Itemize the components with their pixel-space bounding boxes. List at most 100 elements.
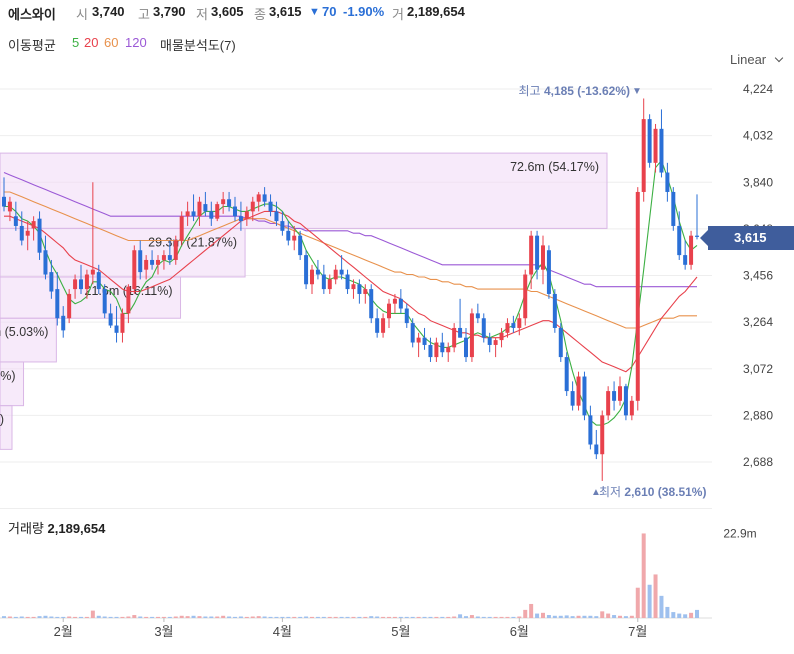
- moving-average-toggle[interactable]: 이동평균: [8, 38, 56, 53]
- x-tick-label: 2월: [54, 624, 73, 639]
- volume-bar: [452, 616, 457, 618]
- candle-body: [546, 250, 551, 294]
- volume-bar: [588, 615, 593, 618]
- low-label: 저: [196, 7, 208, 22]
- candle-body: [108, 313, 113, 326]
- candle-body: [126, 286, 131, 314]
- volume-bar: [37, 616, 42, 618]
- candle-body: [233, 206, 237, 217]
- volume-bar: [333, 616, 338, 618]
- candle-body: [179, 216, 184, 241]
- volume-bar: [19, 616, 24, 618]
- candle-body: [138, 250, 143, 273]
- candle-body: [185, 211, 190, 217]
- volume-bar: [310, 616, 314, 618]
- candle-body: [173, 240, 178, 260]
- candle-body: [209, 211, 214, 219]
- candle-body: [623, 386, 628, 416]
- candle-body: [262, 194, 267, 202]
- candle-body: [398, 298, 403, 309]
- volume-bar: [469, 615, 474, 618]
- current-price-tag: 3,615: [700, 226, 794, 250]
- price-chart[interactable]: 72.6m (54.17%)29.3m (21.87%)21.6m (16.11…: [0, 75, 794, 505]
- volume-bar: [582, 615, 587, 618]
- candle-body: [677, 225, 682, 256]
- candle-body: [570, 391, 575, 406]
- volume-bar: [351, 616, 356, 618]
- ma60-line: [4, 191, 697, 329]
- volume-bar: [144, 616, 149, 618]
- open-label: 시: [76, 7, 88, 22]
- candle-body: [43, 250, 48, 275]
- candle-body: [292, 235, 297, 241]
- candle-body: [523, 274, 528, 319]
- ma120-line: [3, 171, 697, 288]
- volume-bar: [570, 616, 575, 618]
- candle-body: [19, 225, 24, 241]
- candle-body: [67, 293, 72, 319]
- volume-bar: [191, 615, 196, 618]
- volume-bar: [404, 616, 409, 618]
- candle-body: [327, 279, 332, 290]
- volume-bar: [677, 613, 682, 618]
- volume-bar: [161, 616, 166, 618]
- volume-bar: [410, 616, 415, 618]
- volume-bar: [641, 533, 646, 618]
- candle-body: [215, 204, 220, 219]
- volume-bar: [623, 616, 628, 618]
- candle-body: [150, 259, 155, 265]
- candle-body: [357, 284, 362, 294]
- candle-body: [618, 386, 622, 401]
- close-value: 3,615: [269, 4, 302, 19]
- x-tick-label: 3월: [154, 624, 173, 639]
- volume-bar: [357, 616, 362, 618]
- volume-bar: [150, 616, 155, 618]
- candle-body: [600, 415, 605, 455]
- candle-body: [612, 391, 617, 401]
- down-arrow-icon: ▼: [309, 6, 320, 18]
- open-value: 3,740: [92, 4, 125, 19]
- candle-body: [238, 216, 243, 222]
- candle-body: [333, 269, 338, 280]
- volume-bar: [541, 612, 545, 618]
- high-label: 고: [138, 7, 150, 22]
- candle-body: [576, 376, 581, 406]
- candle-body: [310, 269, 314, 285]
- candle-body: [49, 272, 54, 292]
- volume-bar: [375, 616, 380, 618]
- candle-body: [505, 323, 510, 333]
- volume-bar: [600, 611, 605, 618]
- volume-bar: [511, 616, 516, 618]
- volume-profile-bar: [0, 276, 182, 319]
- candle-body: [511, 323, 516, 328]
- candle-body: [114, 325, 119, 333]
- volume-bar: [233, 616, 237, 618]
- candle-body: [203, 204, 208, 212]
- candle-body: [458, 327, 463, 338]
- volume-y-tick-label: 22.9m: [723, 526, 756, 540]
- volume-bar: [250, 616, 255, 618]
- volume-bar: [387, 616, 391, 618]
- volume-bar: [126, 616, 131, 618]
- y-tick-label: 4,224: [743, 82, 773, 96]
- candle-body: [695, 235, 699, 237]
- candle-body: [582, 376, 587, 416]
- volume-bar: [79, 616, 83, 618]
- scale-toggle[interactable]: Linear: [730, 52, 784, 67]
- volume-chart[interactable]: 22.9m 2월 3월 4월 5월 6월 7월: [0, 508, 794, 654]
- volume-bar: [523, 609, 528, 618]
- ma20-line: [4, 210, 698, 373]
- volume-panel-value: 2,189,654: [47, 521, 106, 536]
- volume-bar: [422, 616, 427, 618]
- volume-bar: [49, 616, 54, 618]
- y-tick-label: 4,032: [743, 129, 773, 143]
- candle-body: [493, 340, 498, 345]
- volume-bar: [339, 616, 344, 618]
- volume-bar: [695, 609, 699, 618]
- volume-profile-toggle[interactable]: 매물분석도(7): [160, 38, 236, 53]
- candle-body: [274, 211, 279, 222]
- volume-bar: [558, 615, 563, 618]
- volume-bar: [84, 616, 89, 618]
- candle-body: [25, 230, 30, 236]
- volume-bar: [67, 616, 72, 618]
